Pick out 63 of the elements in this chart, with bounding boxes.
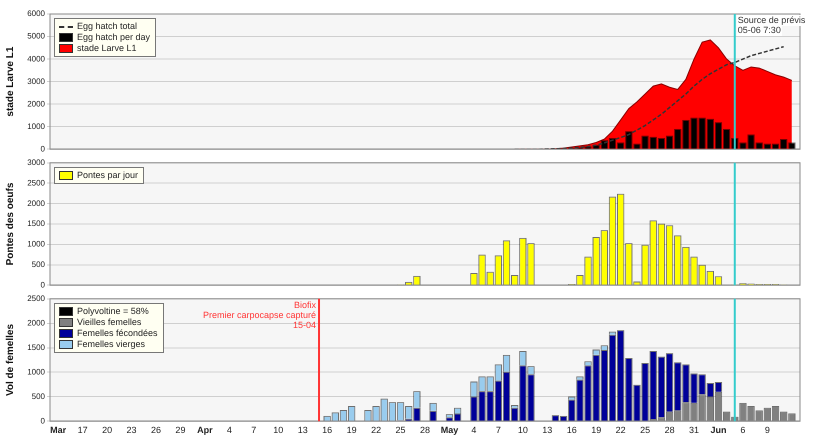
y-axis-title: stade Larve L1 xyxy=(4,46,16,117)
x-tick-label: 19 xyxy=(591,425,602,436)
ref-line-label: Source de prévis 05-06 7:30 xyxy=(738,14,806,35)
x-tick-label: 16 xyxy=(566,425,577,436)
legend-label: Vieilles femelles xyxy=(77,316,142,327)
x-tick-label: 4 xyxy=(226,425,232,436)
y-tick-label: 0 xyxy=(40,144,46,154)
x-tick-label: 25 xyxy=(396,425,406,436)
legend-label: stade Larve L1 xyxy=(77,43,137,53)
x-tick-label: 28 xyxy=(664,425,675,436)
x-tick-label: 29 xyxy=(175,425,186,436)
x-tick-label: 9 xyxy=(764,425,770,436)
x-tick-label: Mar xyxy=(50,425,67,436)
x-tick-label: 31 xyxy=(689,425,700,436)
y-tick-label: 500 xyxy=(32,392,46,401)
legend-label: Egg hatch per day xyxy=(77,32,150,42)
y-tick-label: 1500 xyxy=(27,219,46,228)
y-tick-label: 1500 xyxy=(27,342,46,352)
y-tick-label: 5000 xyxy=(27,32,46,41)
x-tick-label: 19 xyxy=(346,425,357,436)
y-tick-label: 1000 xyxy=(27,122,46,131)
y-tick-label: 1000 xyxy=(27,240,46,249)
x-tick-label: 16 xyxy=(322,425,332,436)
y-tick-label: 2000 xyxy=(27,99,46,108)
y-tick-label: 3000 xyxy=(27,76,46,86)
x-tick-label: 7 xyxy=(251,425,256,436)
legend-label: Polyvoltine = 58% xyxy=(77,306,149,316)
x-tick-label: May xyxy=(440,425,458,436)
y-tick-label: 2500 xyxy=(27,294,46,304)
y-axis-title: Pontes des oeufs xyxy=(4,182,16,266)
y-tick-label: 500 xyxy=(32,260,46,270)
y-tick-label: 0 xyxy=(40,416,46,426)
x-tick-label: 20 xyxy=(102,425,112,436)
x-tick-label: 22 xyxy=(616,425,626,436)
y-tick-label: 4000 xyxy=(27,54,46,64)
y-tick-label: 1000 xyxy=(27,367,46,376)
x-tick-label: Apr xyxy=(197,425,214,436)
y-tick-label: 2000 xyxy=(27,198,46,208)
x-tick-label: 13 xyxy=(298,425,308,436)
ref-line-label: Biofix Premier carpocapse capturé 15-04 xyxy=(202,300,317,330)
y-tick-label: 6000 xyxy=(27,9,46,18)
x-tick-label: 22 xyxy=(371,425,382,436)
y-tick-label: 2500 xyxy=(27,178,46,188)
x-tick-label: 26 xyxy=(150,425,161,436)
x-tick-label: 28 xyxy=(420,425,430,436)
x-tick-label: 10 xyxy=(518,425,528,436)
y-tick-label: 3000 xyxy=(27,158,46,168)
y-axis-title: Vol de femelles xyxy=(4,324,16,396)
x-tick-label: 13 xyxy=(542,425,552,436)
x-tick-label: Jun xyxy=(710,425,726,436)
x-tick-label: 23 xyxy=(126,425,137,436)
legend-label: Pontes par jour xyxy=(77,170,138,180)
y-tick-label: 2000 xyxy=(27,318,46,328)
x-tick-label: 4 xyxy=(471,425,476,436)
legend-label: Femelles fécondées xyxy=(77,328,158,338)
y-tick-label: 0 xyxy=(40,280,46,290)
x-tick-label: 10 xyxy=(273,425,284,436)
legend-label: Egg hatch total xyxy=(77,21,138,31)
x-tick-label: 6 xyxy=(740,425,746,436)
x-tick-label: 7 xyxy=(496,425,501,436)
legend-label: Femelles vierges xyxy=(77,338,146,349)
x-tick-label: 17 xyxy=(78,425,88,436)
x-tick-label: 25 xyxy=(640,425,650,436)
